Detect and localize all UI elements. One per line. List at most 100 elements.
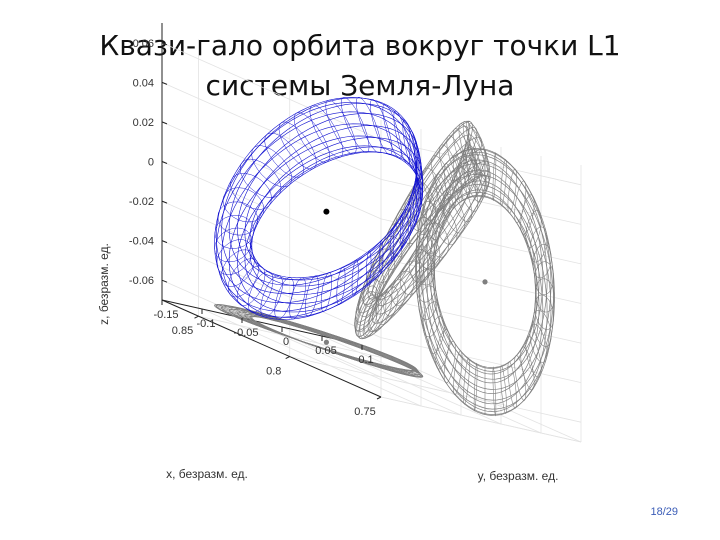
projection-xy-mesh-33 <box>305 325 319 334</box>
trajectory-mesh-35 <box>336 266 346 305</box>
projection-xy-mesh-21 <box>222 311 264 326</box>
projection-xz-mesh-35 <box>383 279 406 317</box>
trajectory-mesh-34 <box>320 272 332 312</box>
z-tick-2 <box>161 121 168 125</box>
projection-xy-mesh-7 <box>402 368 417 378</box>
projection-xz-mesh-26 <box>357 278 381 317</box>
projection-yz-mesh-3 <box>529 226 548 263</box>
trajectory-mesh-18 <box>251 145 293 188</box>
libration-point <box>323 208 330 215</box>
projection-yz-mesh-8 <box>500 159 507 207</box>
z-tick-6 <box>161 279 168 283</box>
x-tick-label-0: 0.75 <box>354 406 375 418</box>
projection-yz-mesh-7 <box>507 168 517 214</box>
projection-xz-mesh-1 <box>434 208 458 246</box>
trajectory-mesh-12 <box>341 97 370 153</box>
projection-xz-mesh-39 <box>417 236 441 271</box>
z-tick-label-1: 0.04 <box>133 77 154 89</box>
grid-line-z-back-3 <box>380 258 582 304</box>
y-tick-label-1: -0.1 <box>197 318 216 330</box>
projection-yz-mesh-36 <box>525 336 542 378</box>
grid-line-z-back-5 <box>380 337 582 383</box>
grid-line-x-floor-1 <box>289 356 490 402</box>
trajectory-mesh-29 <box>247 271 274 313</box>
trajectory-ring-5 <box>244 125 422 279</box>
projection-xz-mesh-27 <box>355 285 378 326</box>
projection-xy-mesh-36 <box>351 341 359 348</box>
projection-xy-mesh-27 <box>227 305 259 318</box>
projection-yz-mesh-32 <box>500 365 507 414</box>
projection-xy-mesh-28 <box>236 307 266 319</box>
projection-yz-mesh-37 <box>529 323 548 363</box>
projection-xy-mesh-9 <box>382 364 402 375</box>
y-tick-label-2: -0.05 <box>233 327 258 339</box>
x-tick-0 <box>376 396 382 400</box>
grid-line-z-side-0 <box>161 42 382 141</box>
projection-xy-mesh-11 <box>356 357 382 369</box>
trajectory-ring-6 <box>249 137 423 281</box>
grid-line-x-floor-2 <box>198 315 399 362</box>
projection-yz-mesh-27 <box>453 350 463 396</box>
projection-xy-mesh-14 <box>309 343 344 357</box>
projection-yz-mesh-13 <box>453 155 463 203</box>
trajectory-ring-13 <box>215 111 418 318</box>
projection-xy-mesh-22 <box>217 308 259 323</box>
projection-xz-mesh-20 <box>395 208 419 245</box>
grid-line-z-side-3 <box>161 161 382 259</box>
projection-xz-mesh-8 <box>468 127 491 183</box>
trajectory-mesh-15 <box>293 112 330 163</box>
projection-xz-mesh-15 <box>439 144 462 193</box>
trajectory-mesh-17 <box>264 132 304 178</box>
projection-yz-mesh-25 <box>435 329 450 370</box>
projection-xy-mesh-37 <box>366 346 372 353</box>
projection-xz-mesh-3 <box>449 179 473 222</box>
trajectory-mesh-1 <box>407 200 412 237</box>
trajectory-mesh-31 <box>274 277 294 320</box>
z-tick-1 <box>161 81 168 85</box>
trajectory-mesh-16 <box>278 121 317 170</box>
trajectory-mesh-13 <box>325 99 357 155</box>
projection-xy-mesh-34 <box>320 330 332 339</box>
x-axis-label: x, безразм. ед. <box>166 467 248 481</box>
trajectory-mesh-8 <box>393 110 410 165</box>
trajectory-mesh-6 <box>409 130 421 180</box>
projection-xz-mesh-11 <box>462 121 486 177</box>
projection-xz-mesh-29 <box>354 294 378 337</box>
ticks-layer: 0.060.040.020-0.02-0.04-0.060.750.80.85-… <box>129 38 382 418</box>
trajectory-mesh-22 <box>217 201 259 236</box>
projection-yz-mesh-31 <box>492 366 497 417</box>
projection-xy-mesh-35 <box>336 335 346 343</box>
trajectory-mesh-7 <box>402 119 417 172</box>
slide-title: Квази-гало орбита вокруг точки L1 систем… <box>40 26 680 106</box>
page-number: 18/29 <box>650 506 678 518</box>
trajectory-mesh-14 <box>309 105 344 158</box>
projection-xy-mesh-18 <box>251 323 292 338</box>
projection-yz-mesh-15 <box>435 173 450 218</box>
projection-yz-mesh-29 <box>473 362 478 412</box>
trajectory-mesh-27 <box>227 258 259 298</box>
trajectory-mesh-24 <box>214 227 253 263</box>
projection-yz-mesh-6 <box>514 180 527 223</box>
trajectory-mesh-11 <box>355 97 382 153</box>
projection-xz-mesh-24 <box>366 259 390 296</box>
projection-xy-mesh-32 <box>289 321 306 330</box>
projection-xz-mesh-10 <box>465 120 489 177</box>
projection-xy-mesh-4 <box>416 369 423 377</box>
projection-xz-mesh-13 <box>453 128 476 182</box>
projection-xy-mesh-17 <box>264 328 304 343</box>
trajectory-mesh-3 <box>415 171 422 212</box>
title-line-1: Квази-гало орбита вокруг точки L1 <box>99 29 621 62</box>
projection-xz-mesh-12 <box>458 123 481 178</box>
projection-xz-mesh-21 <box>387 222 410 257</box>
y-tick-label-5: 0.1 <box>358 354 373 366</box>
z-tick-label-5: -0.04 <box>129 236 154 248</box>
z-tick-label-4: -0.02 <box>129 196 154 208</box>
projection-xy-mesh-0 <box>400 359 404 366</box>
projection-xz-mesh-36 <box>391 270 414 307</box>
projection-xy-mesh-1 <box>407 363 412 369</box>
y-tick-label-0: -0.15 <box>153 309 178 321</box>
libration-point-projection-xy <box>323 339 330 345</box>
projection-yz-mesh-0 <box>535 278 555 313</box>
z-tick-0 <box>161 42 168 46</box>
projection-yz-mesh-28 <box>463 357 470 405</box>
